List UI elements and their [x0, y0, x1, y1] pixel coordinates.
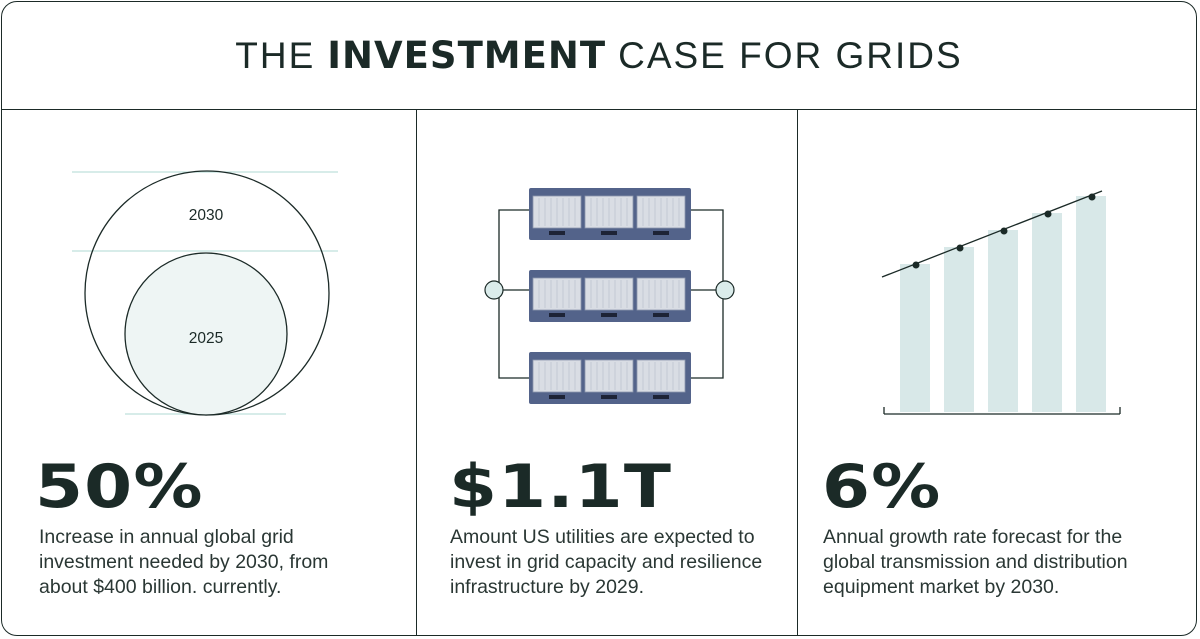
unit-tag [549, 231, 565, 235]
unit-tag [653, 313, 669, 317]
trend-point-1 [912, 261, 920, 269]
unit-tag [653, 231, 669, 235]
circle-2025 [124, 252, 288, 416]
panel-divider-1 [416, 109, 417, 635]
left-node [484, 280, 504, 300]
growth-bar-2 [944, 247, 974, 412]
infographic-title: THE INVESTMENT CASE FOR GRIDS [2, 2, 1196, 110]
unit-tag [549, 313, 565, 317]
left-bus-line [498, 209, 529, 379]
growth-bar-3 [988, 230, 1018, 412]
growth-bar-4 [1032, 213, 1062, 412]
trend-point-2 [956, 244, 964, 252]
stat-caption: Annual growth rate forecast for the glob… [823, 526, 1128, 598]
label-2030: 2030 [189, 207, 224, 224]
growth-bar-5 [1076, 196, 1106, 412]
panel-us-utilities: $1.1T Amount US utilities are expected t… [417, 110, 797, 635]
unit-tag [653, 395, 669, 399]
stat-caption: Amount US utilities are expected to inve… [450, 526, 763, 598]
stat-caption: Increase in annual global grid investmen… [39, 526, 329, 598]
unit-tag [601, 313, 617, 317]
title-prefix: THE [235, 34, 316, 76]
trend-point-4 [1044, 210, 1052, 218]
label-2025: 2025 [189, 330, 223, 347]
right-node [715, 280, 735, 300]
panel-global-investment: 2030 2025 50% Increase in annual global … [2, 110, 416, 635]
stat-value: 50% [35, 452, 204, 522]
unit-tag [601, 231, 617, 235]
unit-tag [601, 395, 617, 399]
stat-value: 6% [822, 452, 942, 522]
stat-value: $1.1T [449, 452, 673, 522]
trend-point-5 [1088, 193, 1096, 201]
trend-line [881, 190, 1103, 278]
panel-equipment-market: 6% Annual growth rate forecast for the g… [798, 110, 1196, 635]
title-emphasis: INVESTMENT [327, 34, 607, 77]
trend-point-3 [1000, 227, 1008, 235]
unit-tag [549, 395, 565, 399]
growth-bars-graphic [881, 190, 1121, 415]
equipment-graphic [484, 188, 735, 404]
circles-graphic: 2030 2025 [72, 170, 338, 416]
growth-bar-1 [900, 264, 930, 412]
panel-divider-2 [797, 109, 798, 635]
title-suffix: CASE FOR GRIDS [618, 34, 963, 76]
